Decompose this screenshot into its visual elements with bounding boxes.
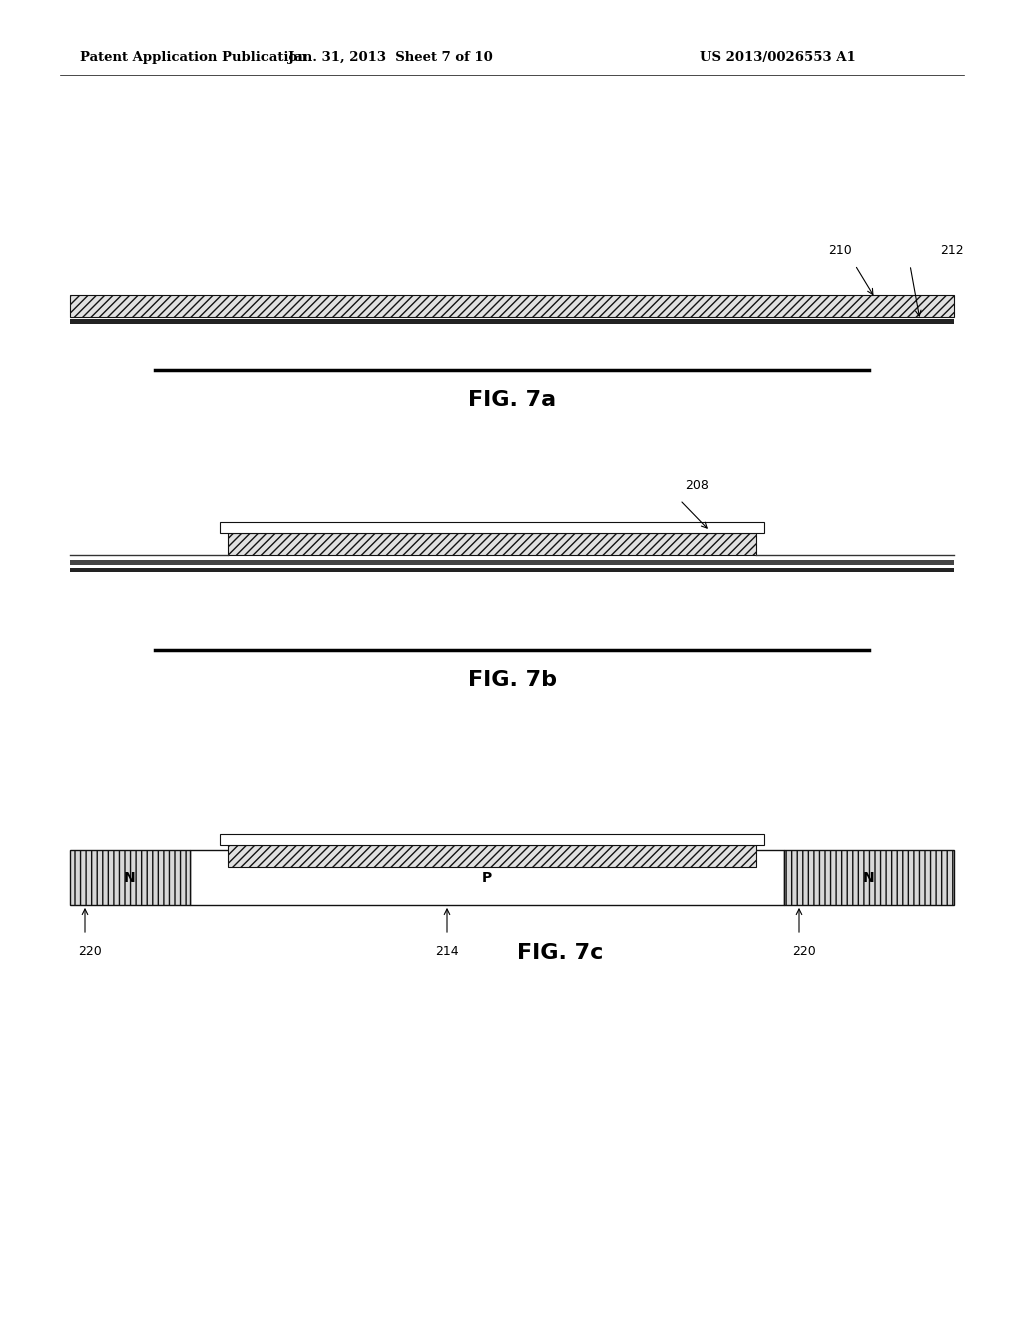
Text: 220: 220 (78, 945, 101, 958)
Bar (70, 319, 954, 323)
Bar (220, 521, 764, 533)
Text: US 2013/0026553 A1: US 2013/0026553 A1 (700, 51, 856, 65)
Text: N: N (863, 870, 874, 884)
Text: FIG. 7c: FIG. 7c (517, 942, 603, 964)
Text: FIG. 7b: FIG. 7b (468, 671, 556, 690)
Text: 220: 220 (792, 945, 816, 958)
Bar (220, 834, 764, 845)
Text: P: P (482, 870, 493, 884)
Text: 208: 208 (685, 479, 709, 492)
Text: N: N (124, 870, 136, 884)
Text: Jan. 31, 2013  Sheet 7 of 10: Jan. 31, 2013 Sheet 7 of 10 (288, 51, 493, 65)
Bar (190, 850, 784, 906)
Bar (70, 294, 954, 317)
Bar (70, 568, 954, 572)
Text: 212: 212 (940, 244, 964, 257)
Bar (70, 560, 954, 565)
Text: 214: 214 (435, 945, 459, 958)
Text: Patent Application Publication: Patent Application Publication (80, 51, 307, 65)
Bar (70, 850, 190, 906)
Bar (228, 845, 756, 867)
Bar (784, 850, 954, 906)
Bar (228, 533, 756, 554)
Text: 210: 210 (828, 244, 852, 257)
Text: FIG. 7a: FIG. 7a (468, 389, 556, 411)
